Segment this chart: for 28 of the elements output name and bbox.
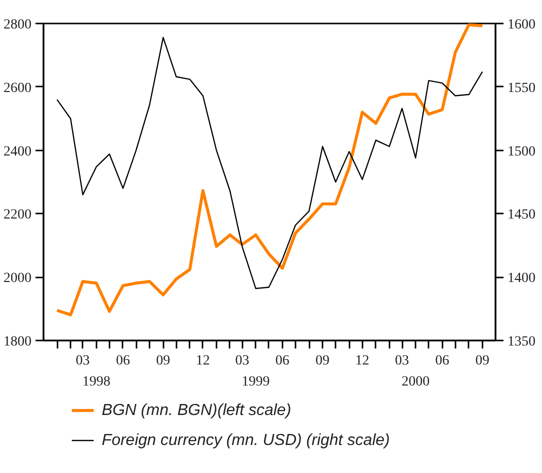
x-tick-label: 06 (435, 354, 450, 368)
y-tick-label: 2400 (4, 144, 32, 160)
legend-label: BGN (mn. BGN)(left scale) (102, 402, 292, 419)
x-tick-label: 06 (275, 354, 290, 368)
x-tick-label: 12 (355, 354, 370, 368)
y2-tick-label: 1400 (508, 271, 536, 286)
x2-tick-label: 1998 (82, 374, 110, 390)
x-tick-label: 09 (475, 354, 490, 368)
x-tick-label: 03 (395, 354, 410, 368)
x2-tick-label: 1999 (242, 374, 270, 390)
y-tick-label: 1800 (4, 334, 32, 350)
y-tick-label: 2600 (4, 80, 32, 96)
x-tick-label: 06 (116, 354, 130, 368)
y2-tick-label: 1500 (508, 144, 536, 160)
y2-tick-label: 1550 (508, 80, 536, 96)
x-tick-label: 03 (235, 354, 250, 368)
y2-tick-label: 1450 (508, 208, 536, 223)
x-tick-label: 03 (76, 354, 90, 368)
legend-label: Foreign currency (mn. USD) (right scale) (102, 432, 390, 449)
x2-tick-label: 2000 (402, 374, 430, 390)
y2-tick-label: 1600 (508, 18, 536, 32)
x-tick-label: 12 (196, 354, 210, 368)
y-tick-label: 2800 (4, 18, 32, 32)
y-tick-label: 2200 (4, 208, 32, 223)
y2-tick-label: 1350 (508, 334, 536, 350)
x-tick-label: 09 (156, 354, 170, 368)
y-tick-label: 2000 (4, 271, 32, 286)
x-tick-label: 09 (316, 354, 330, 368)
